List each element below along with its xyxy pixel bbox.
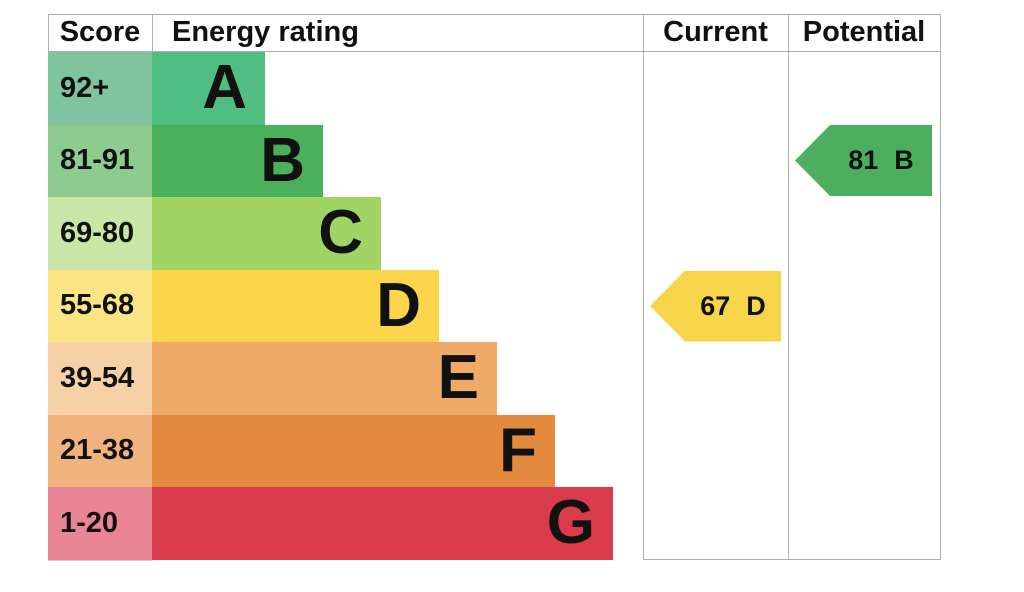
rating-bar-g: G [152, 487, 613, 560]
header-left-border [47, 14, 49, 51]
rating-bar-e: E [152, 342, 497, 415]
rating-bar-f: F [152, 414, 555, 487]
table-bottom-border [643, 559, 941, 560]
score-range-cell: 21-38 [48, 414, 152, 487]
current-column-header: Current [663, 16, 768, 48]
score-rating-divider [152, 14, 153, 51]
band-row-c: 69-80 C [48, 197, 381, 270]
rating-letter: E [437, 343, 479, 413]
header-bottom-border [48, 51, 941, 52]
energy-rating-column-header: Energy rating [172, 16, 359, 48]
score-column-header: Score [59, 16, 141, 48]
band-row-b: 81-91 B [48, 124, 323, 197]
potential-rating-arrow: 81 B [795, 125, 932, 196]
band-row-a: 92+ A [48, 52, 265, 125]
potential-column-left-border [788, 14, 789, 560]
score-range-cell: 81-91 [48, 124, 152, 197]
rating-letter: F [499, 415, 537, 485]
rating-letter: D [376, 270, 421, 340]
current-rating-letter: D [746, 290, 766, 321]
score-range-label: 81-91 [60, 144, 135, 177]
score-range-label: 21-38 [60, 434, 135, 467]
rating-bar-d: D [152, 269, 439, 342]
band-row-g: 1-20 G [48, 487, 613, 560]
score-range-label: 92+ [60, 71, 110, 104]
score-range-cell: 92+ [48, 52, 152, 125]
rating-letter: C [318, 198, 363, 268]
potential-rating-letter: B [894, 145, 914, 175]
score-range-cell: 39-54 [48, 342, 152, 415]
table-top-border [48, 14, 941, 15]
score-range-label: 69-80 [60, 216, 135, 249]
rating-letter: G [546, 488, 595, 558]
rating-bar-a: A [152, 52, 265, 125]
potential-column-header: Potential [802, 16, 926, 48]
score-column-bottom-border [48, 559, 152, 561]
score-range-label: 55-68 [60, 289, 135, 322]
score-range-cell: 1-20 [48, 487, 152, 560]
band-row-e: 39-54 E [48, 342, 497, 415]
table-right-border [940, 14, 941, 560]
rating-bar-c: C [152, 197, 381, 270]
rating-bar-b: B [152, 124, 323, 197]
rating-letter: B [260, 125, 305, 195]
current-column-left-border [643, 14, 644, 560]
current-rating-arrow: 67 D [650, 270, 781, 342]
band-row-d: 55-68 D [48, 269, 439, 342]
score-range-label: 39-54 [60, 361, 135, 394]
score-range-label: 1-20 [60, 506, 119, 539]
potential-score-value: 81 [848, 145, 879, 175]
current-score-value: 67 [700, 290, 731, 321]
score-range-cell: 55-68 [48, 269, 152, 342]
score-range-cell: 69-80 [48, 197, 152, 270]
rating-letter: A [202, 53, 247, 123]
band-row-f: 21-38 F [48, 414, 555, 487]
